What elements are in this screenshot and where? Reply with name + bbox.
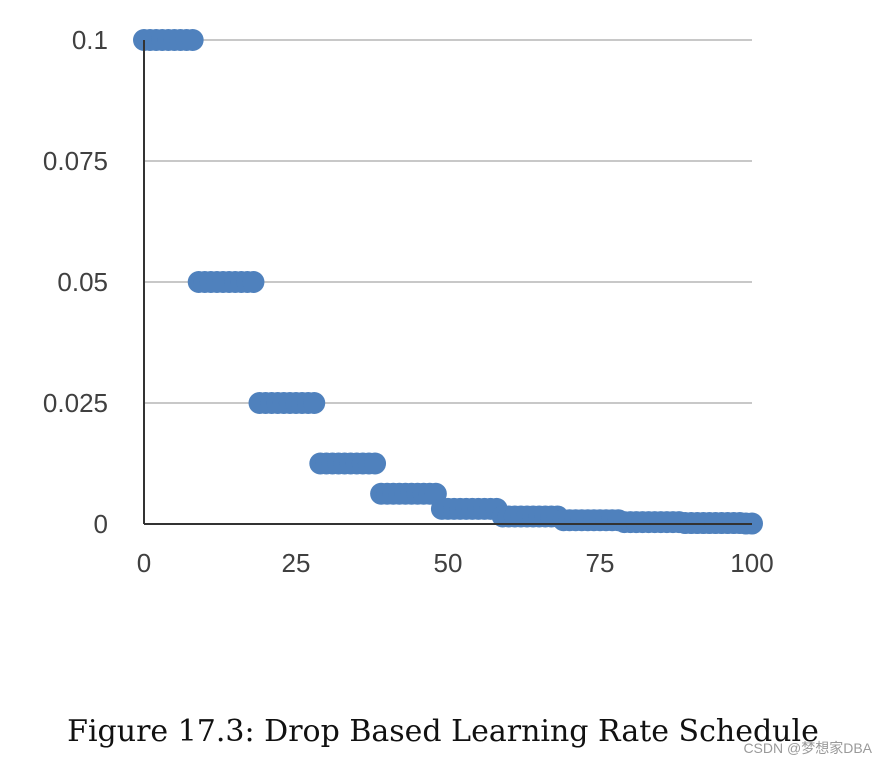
x-tick-label: 25 (282, 548, 311, 578)
y-tick-label: 0.075 (43, 146, 108, 176)
y-tick-label: 0.1 (72, 25, 108, 55)
x-tick-labels: 0 25 50 75 100 (137, 548, 774, 578)
axes (143, 40, 752, 525)
x-tick-label: 50 (434, 548, 463, 578)
data-point (364, 452, 387, 475)
data-point (303, 392, 326, 414)
x-tick-label: 100 (730, 548, 773, 578)
figure-caption: Figure 17.3: Drop Based Learning Rate Sc… (67, 714, 819, 749)
y-tick-labels: 0.1 0.075 0.05 0.025 0 (43, 25, 108, 539)
learning-rate-chart: 0.1 0.075 0.05 0.025 0 0 25 50 75 100 (43, 25, 774, 578)
watermark: CSDN @梦想家DBA (743, 740, 872, 756)
x-tick-label: 75 (586, 548, 615, 578)
gridlines (144, 39, 752, 404)
x-tick-label: 0 (137, 548, 151, 578)
data-point (242, 271, 265, 293)
data-point (181, 29, 204, 51)
y-tick-label: 0.05 (57, 267, 108, 297)
data-points (133, 29, 763, 535)
y-tick-label: 0.025 (43, 388, 108, 418)
y-tick-label: 0 (94, 509, 108, 539)
